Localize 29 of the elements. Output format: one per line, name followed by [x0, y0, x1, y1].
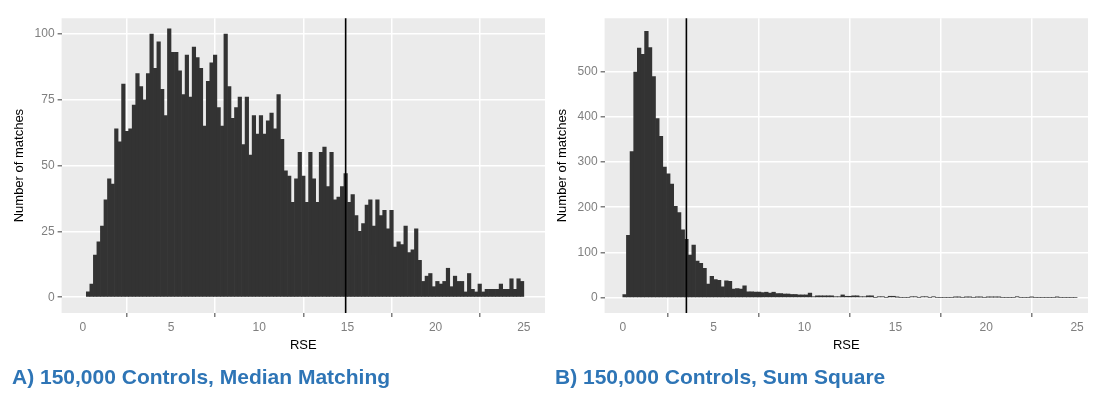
x-tick-label: 0 — [619, 319, 627, 334]
x-tick-label: 25 — [1070, 319, 1085, 334]
y-tick-label: 400 — [577, 109, 598, 124]
y-tick-label: 200 — [577, 199, 598, 214]
y-axis-title: Number of matches — [554, 108, 570, 223]
x-axis-title: RSE — [289, 336, 317, 352]
x-tick-label: 15 — [888, 319, 903, 334]
x-tick-label: 10 — [797, 319, 812, 334]
x-tick-label: 10 — [252, 319, 267, 334]
y-tick-label: 100 — [34, 26, 55, 41]
y-tick-label: 300 — [577, 154, 598, 169]
x-tick-label: 20 — [428, 319, 443, 334]
text: A) 150,000 Controls, Median Matching — [11, 365, 392, 389]
y-axis-title: Number of matches — [11, 108, 27, 223]
y-tick-label: 100 — [577, 244, 598, 259]
x-tick-label: 15 — [340, 319, 355, 334]
x-tick-label: 0 — [79, 319, 87, 334]
x-tick-label: 5 — [710, 319, 718, 334]
text: B) 150,000 Controls, Sum Square — [554, 365, 887, 389]
x-tick-label: 25 — [517, 319, 531, 334]
y-tick-label: 25 — [41, 223, 55, 238]
x-tick-label: 5 — [167, 319, 175, 334]
y-tick-label: 0 — [47, 289, 55, 304]
x-axis-title: RSE — [832, 336, 860, 352]
y-tick-label: 500 — [577, 63, 598, 78]
x-tick-label: 20 — [979, 319, 994, 334]
y-tick-label: 0 — [590, 289, 598, 304]
y-tick-label: 50 — [41, 157, 55, 172]
y-tick-label: 75 — [41, 92, 55, 107]
